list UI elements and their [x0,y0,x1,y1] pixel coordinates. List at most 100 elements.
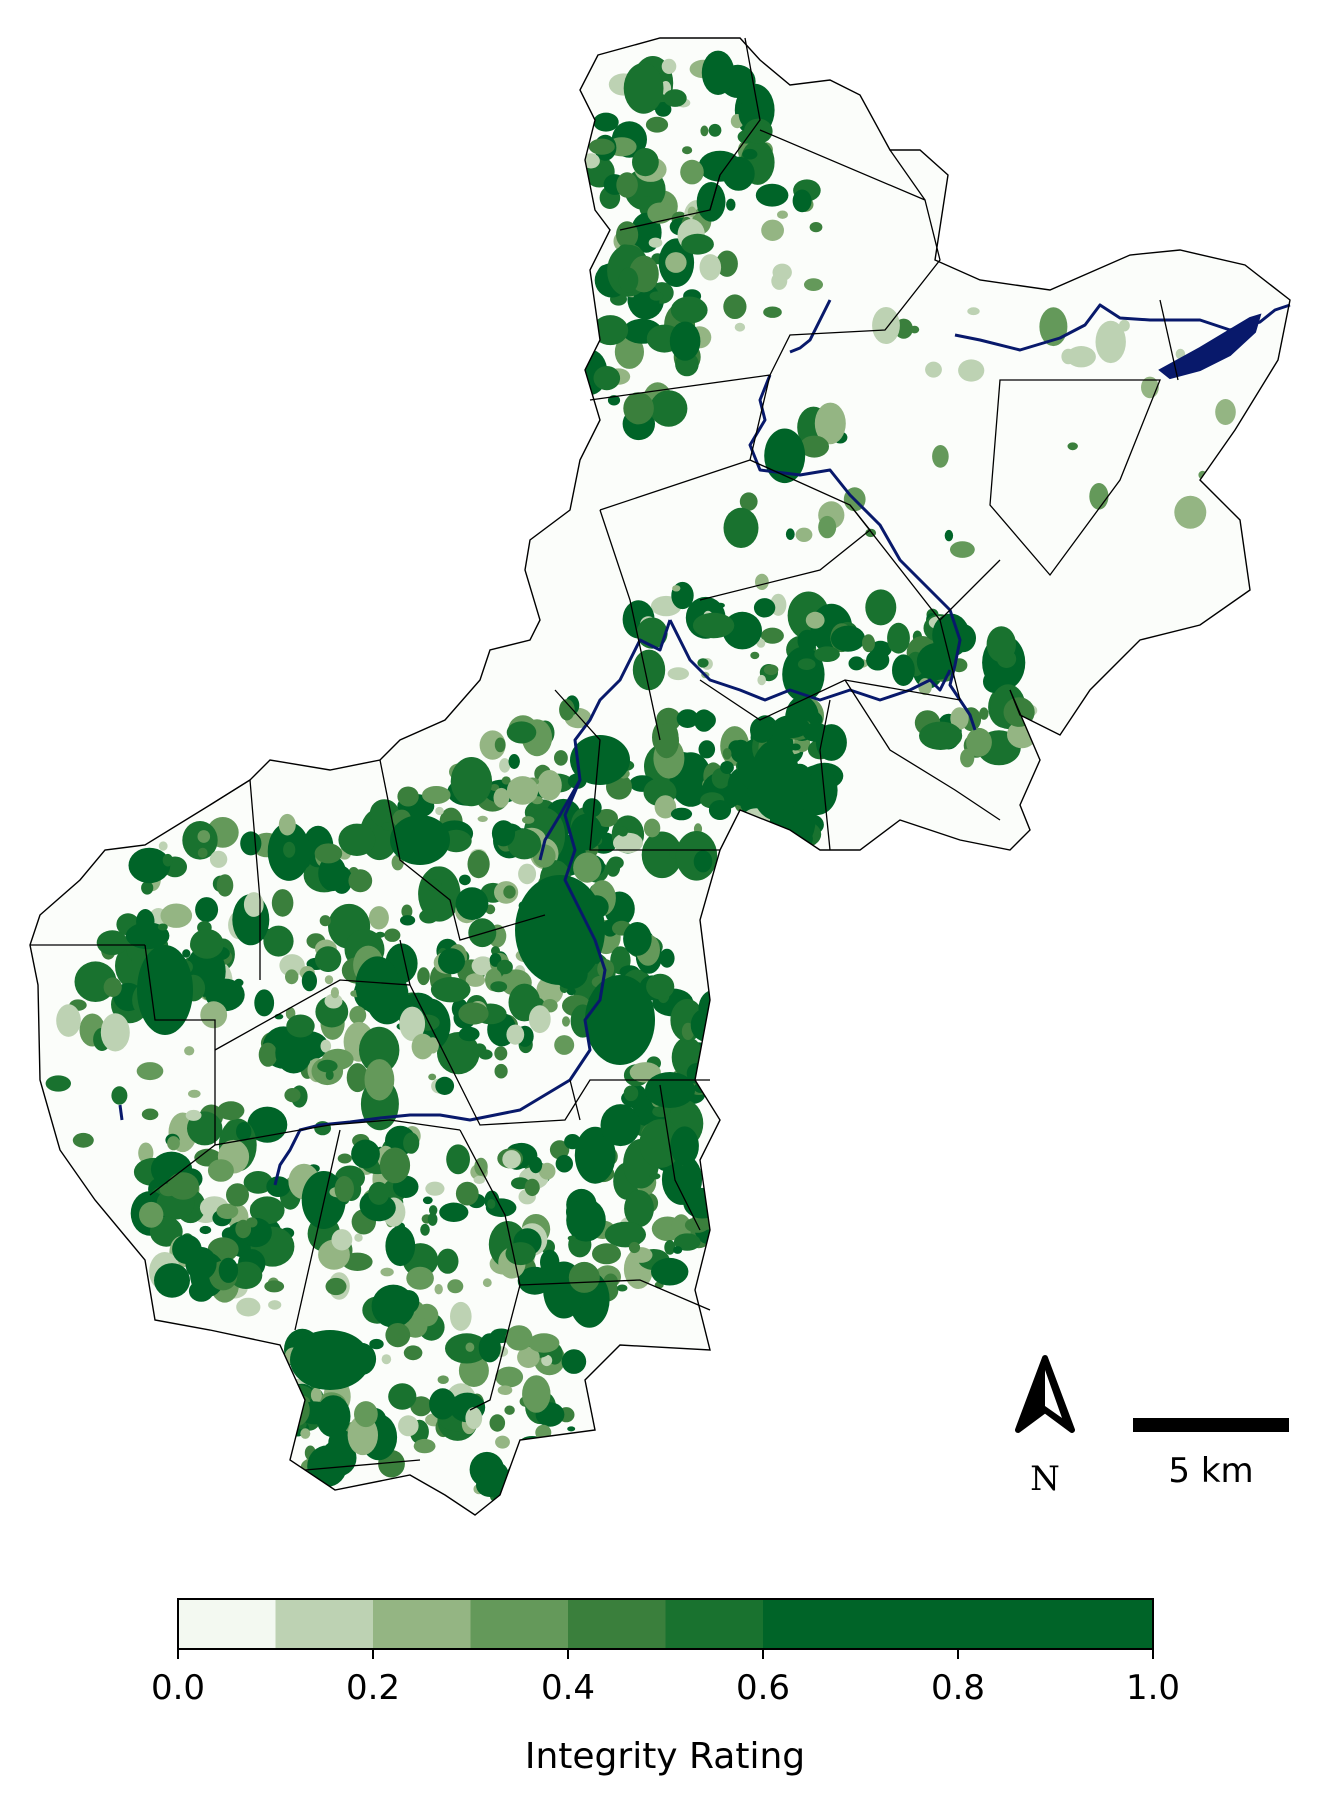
district-boundary [294,1129,341,1331]
integrity-patch [137,945,193,1035]
integrity-patch [561,1349,587,1374]
integrity-patch [742,148,758,160]
district-boundary [659,1084,701,1231]
integrity-patch [325,1069,334,1081]
integrity-patch [450,757,493,807]
integrity-patch [422,1196,433,1205]
river [538,779,582,861]
integrity-patch [167,1136,180,1151]
colorbar-tick-label: 0.4 [541,1668,595,1708]
integrity-patch [600,1104,641,1147]
integrity-patch [645,1072,695,1108]
integrity-patch [723,294,747,320]
integrity-patch [275,1418,289,1436]
district-boundary [149,1119,461,1196]
integrity-patch [616,172,638,198]
integrity-patch [566,987,576,996]
integrity-patch [437,1032,480,1075]
integrity-patch [427,1212,438,1226]
colorbar-bin-6 [763,1599,1154,1649]
integrity-patch [503,885,516,899]
integrity-patch [413,1438,436,1454]
integrity-patch [209,850,228,868]
integrity-patch [649,1173,661,1180]
integrity-patch [455,1181,479,1206]
integrity-patch [236,1297,261,1317]
integrity-patch [496,959,513,975]
integrity-patch [797,658,816,670]
integrity-patch [633,1098,653,1118]
integrity-patch [499,758,511,773]
integrity-patch [246,1217,258,1228]
integrity-patch [447,1279,464,1294]
integrity-patch [616,221,639,249]
integrity-patch [162,853,173,867]
integrity-patch [649,291,664,301]
integrity-patch [562,1016,570,1027]
integrity-patch [139,1201,164,1228]
integrity-patch [528,1005,551,1034]
integrity-patch [782,646,825,703]
integrity-patch [268,1300,282,1310]
integrity-patch [428,1073,437,1081]
integrity-patch [507,829,542,860]
integrity-patch [275,1397,292,1411]
integrity-patch [188,1089,201,1098]
integrity-patch [324,993,343,1009]
reservoir [1158,313,1262,380]
integrity-patch [425,1181,445,1196]
river [954,303,1291,352]
integrity-patch [772,263,792,281]
integrity-patch [476,1473,504,1497]
integrity-patch [368,1181,390,1205]
integrity-patch [645,116,669,133]
integrity-patch [501,776,511,785]
integrity-patch [96,930,128,956]
integrity-patch [478,1333,501,1363]
integrity-patch [664,1240,676,1255]
district-boundary [554,689,720,851]
integrity-patch [910,325,920,334]
integrity-patch [330,987,339,999]
rivers [118,299,1291,1186]
integrity-patch [458,1002,489,1025]
integrity-patch [216,874,234,897]
integrity-patch [699,1046,724,1062]
district-boundary [759,129,941,376]
integrity-patch [279,954,305,977]
integrity-patch [676,709,699,728]
integrity-patch [465,973,486,987]
district-boundary [889,149,926,201]
integrity-patch [197,830,211,843]
integrity-patch [518,863,537,885]
integrity-patch [325,1277,347,1296]
river [118,1104,124,1121]
integrity-patch [670,807,693,821]
integrity-patch [504,1405,515,1415]
integrity-patch [157,923,168,931]
district-boundaries [30,37,1179,1471]
integrity-patch [682,146,693,155]
district-boundary [844,679,1001,821]
integrity-patch [490,981,508,993]
integrity-patch [507,1464,538,1506]
integrity-patch [403,1345,423,1361]
integrity-patch [582,798,602,818]
integrity-patch [468,918,497,948]
integrity-patch [364,1059,395,1101]
integrity-patch [384,928,401,942]
integrity-patch [570,735,630,785]
integrity-patch [446,1144,470,1175]
integrity-patch [555,1154,573,1173]
integrity-patch [687,206,697,217]
integrity-patch [741,826,753,837]
integrity-patch [700,125,709,137]
integrity-patch [258,1042,278,1067]
integrity-patch [491,820,516,847]
colorbar-tick-label: 1.0 [1126,1668,1180,1708]
integrity-patch [338,823,376,856]
integrity-patch [278,813,296,836]
integrity-patch [570,813,603,851]
integrity-patch [592,1243,621,1265]
integrity-patch [72,1132,94,1148]
